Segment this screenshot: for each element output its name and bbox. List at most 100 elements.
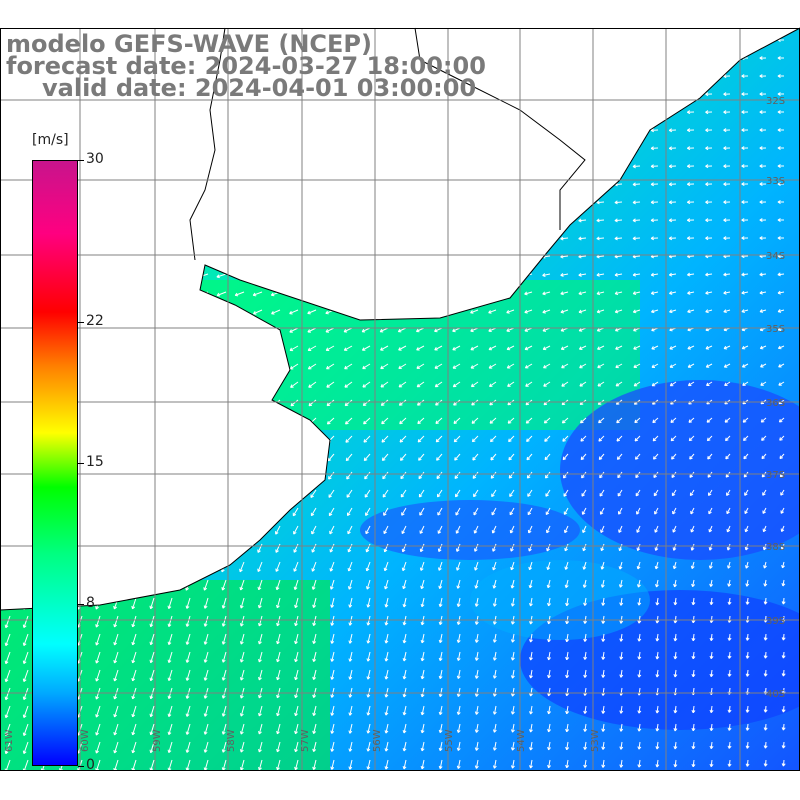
wind-arrow (150, 633, 155, 645)
wind-arrow (385, 615, 389, 626)
wind-arrow (548, 687, 551, 696)
wind-arrow (530, 633, 533, 643)
wind-arrow-head (560, 328, 564, 332)
wind-arrow (725, 471, 731, 478)
wind-arrow (186, 669, 191, 681)
wind-arrow-head (601, 602, 604, 606)
wind-arrow (620, 597, 623, 606)
wind-arrow (614, 201, 623, 204)
wind-arrow (526, 435, 533, 442)
wind-arrow-head (542, 291, 546, 295)
wind-arrow (725, 453, 731, 460)
wind-arrow (310, 489, 317, 498)
wind-arrow (527, 507, 533, 515)
wind-arrow-head (488, 365, 492, 369)
wind-arrow-head (673, 583, 676, 588)
wind-arrow-head (380, 384, 383, 388)
wind-arrow-head (343, 347, 347, 351)
wind-arrow-head (326, 384, 329, 388)
wind-arrow-head (402, 693, 405, 698)
wind-arrow-head (402, 585, 404, 589)
wind-arrow-head (131, 713, 134, 718)
wind-arrow-head (289, 366, 293, 370)
wind-arrow-head (420, 585, 422, 589)
wind-arrow (383, 525, 389, 534)
wind-arrow (290, 363, 299, 370)
wind-arrow (710, 597, 713, 605)
wind-arrow-head (690, 547, 693, 551)
wind-arrow-head (434, 328, 437, 332)
wind-arrow (584, 633, 587, 642)
wind-arrow (401, 507, 407, 516)
wind-arrow-head (312, 676, 315, 680)
wind-arrow (565, 561, 569, 570)
wind-arrow (313, 651, 317, 662)
wind-arrow (614, 273, 623, 276)
wind-arrow-head (723, 236, 727, 239)
wind-arrow (596, 219, 605, 222)
wind-arrow (289, 309, 299, 315)
wind-arrow-head (4, 714, 7, 718)
wind-arrow (562, 417, 569, 424)
wind-arrow (705, 291, 713, 294)
wind-arrow-head (759, 74, 763, 77)
wind-arrow (544, 435, 551, 442)
wind-arrow-head (564, 584, 567, 588)
wind-arrow (150, 615, 155, 627)
wind-arrow (23, 687, 29, 700)
wind-arrow (724, 381, 731, 386)
wind-arrow (560, 291, 569, 295)
wind-arrow-head (668, 164, 672, 167)
wind-arrow-head (185, 641, 188, 645)
wind-arrow-head (709, 673, 712, 677)
wind-arrow-head (380, 365, 383, 369)
wind-arrow (638, 597, 641, 606)
wind-arrow-head (149, 677, 152, 681)
wind-arrow (276, 615, 281, 627)
wind-arrow (632, 165, 641, 167)
wind-arrow (745, 525, 749, 532)
wind-arrow (746, 633, 749, 641)
wind-arrow (547, 561, 551, 570)
wind-arrow-head (420, 657, 423, 662)
wind-arrow-head (363, 457, 366, 461)
wind-arrow-head (399, 439, 402, 443)
wind-arrow-head (723, 218, 727, 221)
wind-arrow (710, 615, 713, 623)
wind-arrow-head (669, 309, 672, 313)
wind-arrow (366, 579, 371, 590)
wind-arrow-head (601, 710, 604, 714)
wind-arrow-head (777, 92, 781, 95)
wind-arrow (379, 327, 389, 333)
wind-arrow (276, 651, 281, 663)
wind-arrow-head (294, 712, 296, 716)
wind-arrow-head (777, 236, 781, 239)
wind-arrow-head (529, 711, 532, 715)
wind-arrow-head (311, 586, 314, 590)
wind-arrow-head (330, 640, 333, 644)
wind-arrow (723, 345, 731, 350)
wind-arrow (295, 633, 299, 644)
wind-arrow (600, 525, 605, 533)
wind-arrow (709, 561, 713, 569)
wind-arrow-head (452, 328, 455, 332)
wind-arrow-head (687, 291, 691, 294)
wind-arrow (363, 435, 371, 443)
wind-arrow (674, 669, 677, 678)
wind-arrow (708, 507, 713, 515)
wind-arrow-head (508, 438, 510, 442)
wind-arrow-head (276, 604, 278, 609)
wind-arrow-head (490, 438, 492, 442)
wind-arrow (294, 579, 299, 590)
wind-arrow (727, 543, 731, 551)
wind-arrow-head (510, 657, 513, 661)
wind-arrow (542, 273, 551, 276)
wind-arrow-head (185, 677, 188, 681)
wind-arrow (781, 543, 785, 550)
wind-arrow (401, 525, 407, 534)
wind-arrow (602, 705, 605, 714)
wind-arrow (399, 399, 407, 406)
wind-arrow-head (384, 694, 387, 698)
wind-arrow (5, 615, 11, 628)
wind-arrow-head (510, 585, 513, 589)
